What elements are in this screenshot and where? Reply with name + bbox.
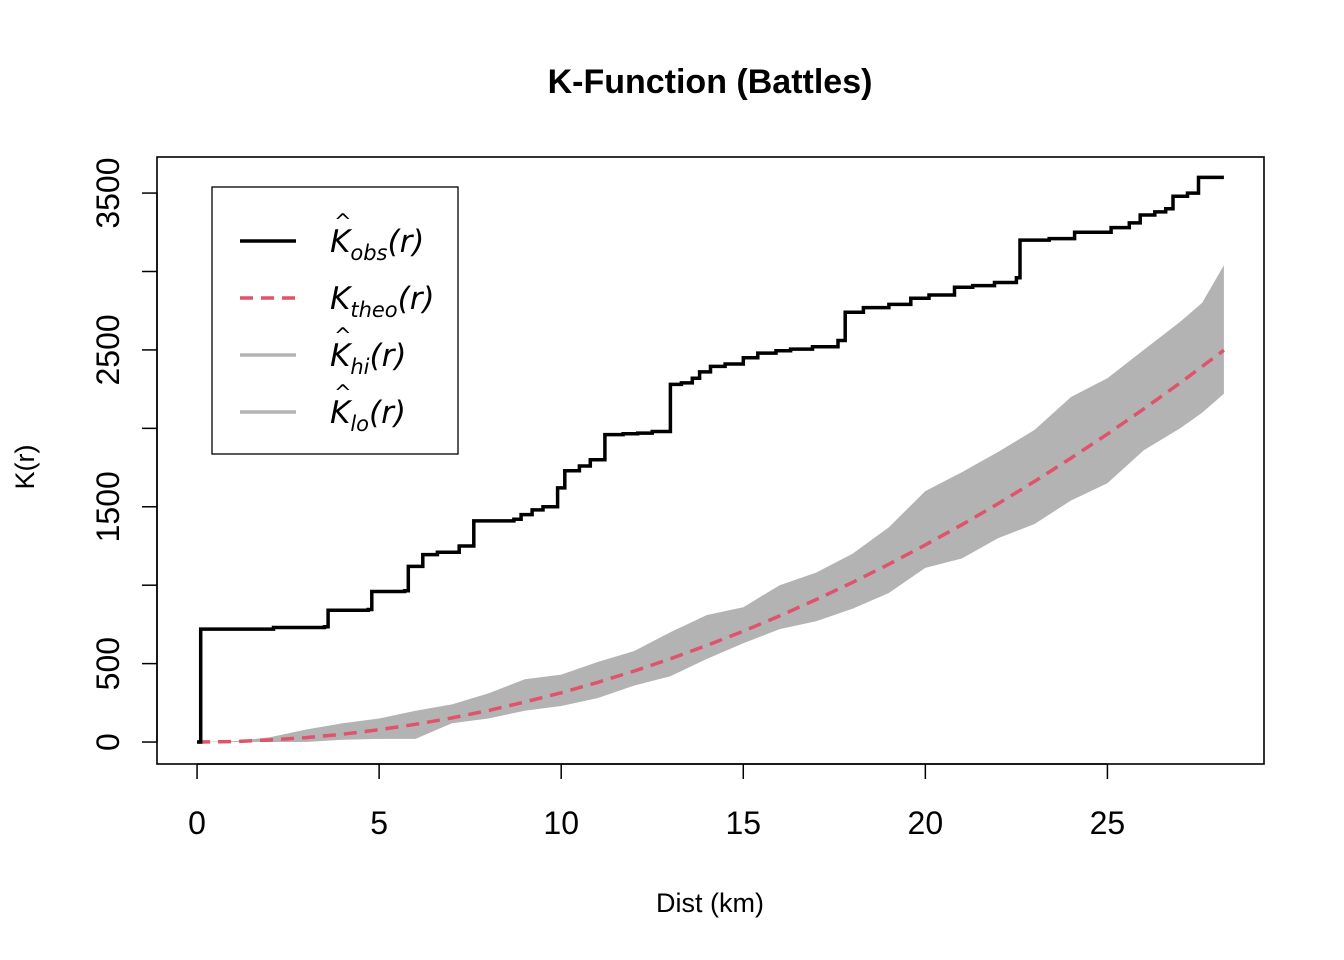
x-tick-label: 20: [908, 805, 944, 841]
legend-item-lo: Klo(r)^: [240, 381, 406, 436]
y-axis-label: K(r): [10, 445, 40, 490]
y-tick-label: 500: [90, 637, 126, 690]
legend-box: [211, 186, 459, 455]
legend-item-theo: Ktheo(r): [240, 281, 435, 322]
x-axis: 0 5 10 15 20 25: [188, 763, 1126, 841]
legend-item-hi: Khi(r)^: [240, 324, 406, 379]
y-tick-label: 2500: [90, 314, 126, 385]
series-lines: [197, 175, 1225, 744]
legend-hat: ^: [334, 381, 352, 405]
legend-hat: ^: [334, 210, 352, 234]
y-tick-label: 1500: [90, 471, 126, 542]
x-tick-label: 15: [725, 805, 761, 841]
x-tick-label: 10: [543, 805, 579, 841]
y-tick-label: 0: [90, 733, 126, 751]
legend-label: Kobs(r): [330, 224, 424, 265]
series-theo-line: [197, 348, 1225, 744]
x-tick-label: 0: [188, 805, 206, 841]
envelope-band: [197, 265, 1224, 742]
legend-label: Ktheo(r): [330, 281, 435, 322]
y-tick-label: 3500: [90, 157, 126, 228]
legend-item-obs: Kobs(r)^: [240, 210, 424, 265]
x-tick-label: 5: [370, 805, 388, 841]
envelope-area: [197, 265, 1224, 742]
chart-title: K-Function (Battles): [548, 63, 873, 101]
y-axis: 0 500 1500 2500 3500: [90, 157, 158, 751]
legend-label: Klo(r): [330, 395, 406, 436]
x-tick-label: 25: [1090, 805, 1126, 841]
legend-hat: ^: [334, 324, 352, 348]
legend-label: Khi(r): [330, 338, 406, 379]
series-obs-line: [197, 175, 1224, 744]
legend: Kobs(r)^Ktheo(r)Khi(r)^Klo(r)^: [211, 186, 459, 455]
x-axis-label: Dist (km): [656, 888, 764, 918]
